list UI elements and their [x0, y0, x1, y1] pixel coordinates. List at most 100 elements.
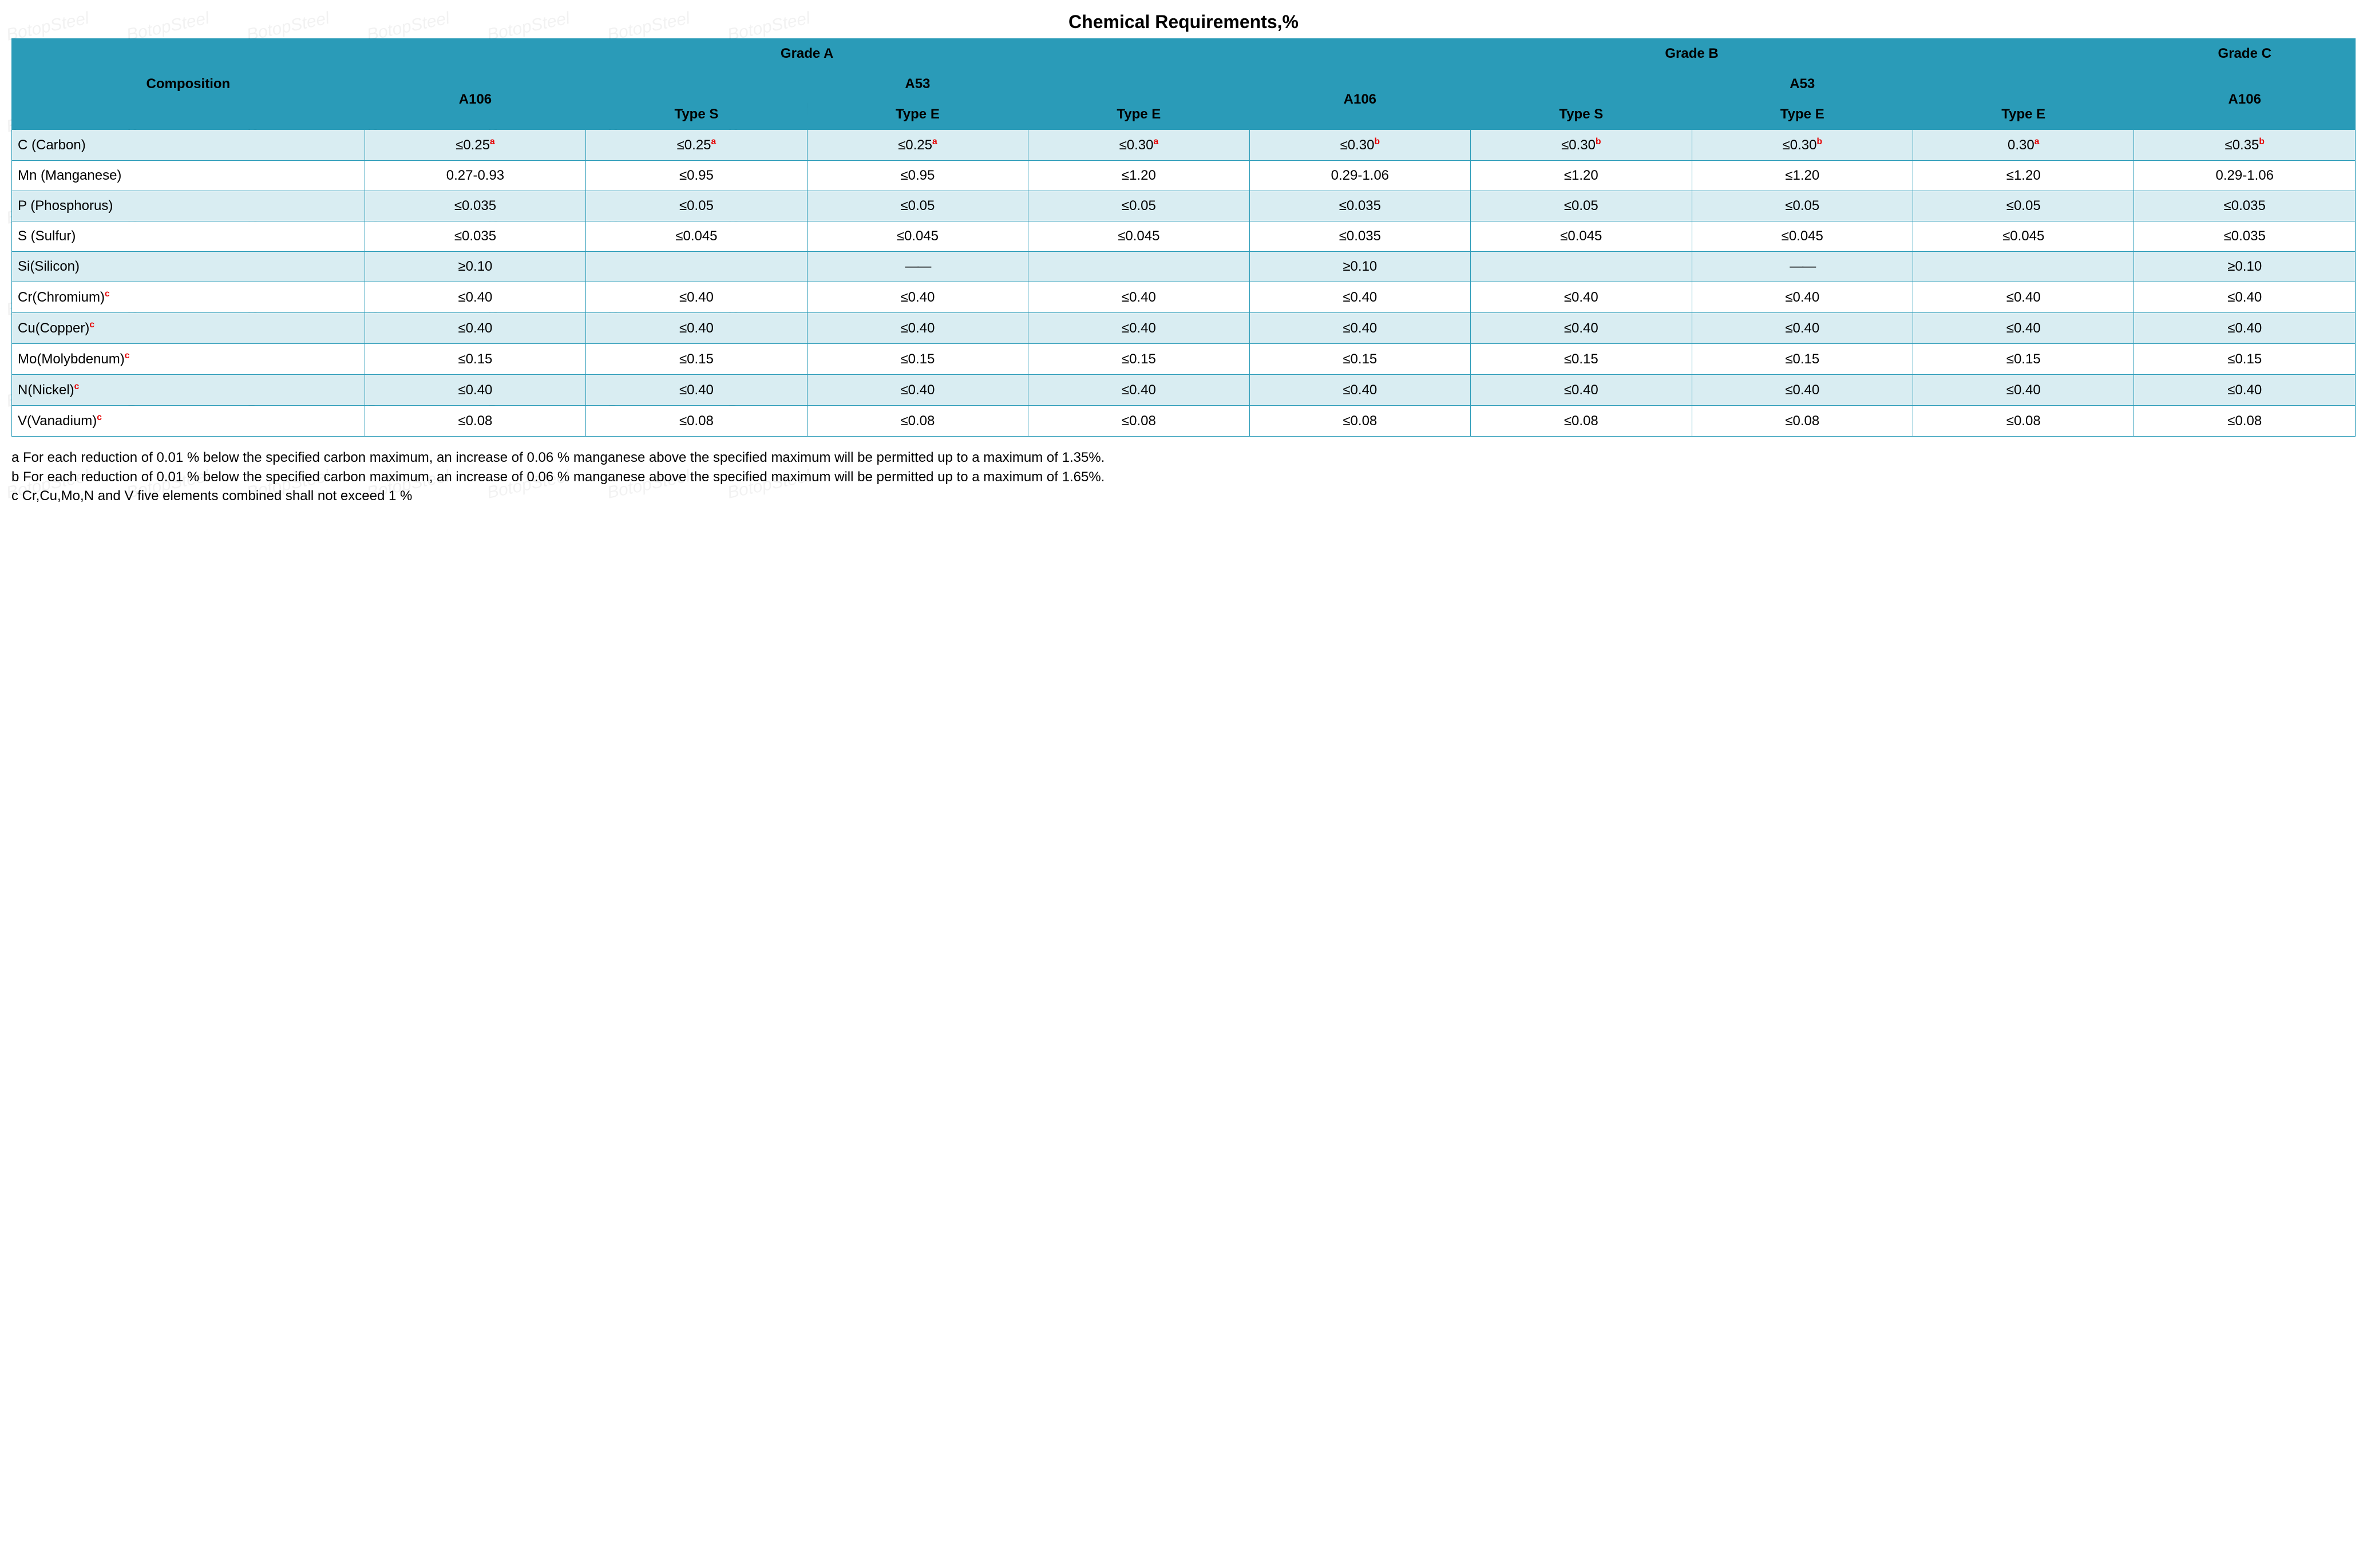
data-cell: ≤0.40 [1692, 375, 1913, 406]
row-label: Mn (Manganese) [12, 161, 365, 191]
data-cell [1913, 252, 2134, 282]
cell-value: ≤0.08 [1343, 413, 1377, 429]
cell-value: ≤0.40 [900, 290, 935, 305]
cell-value: ≤0.40 [679, 290, 714, 305]
data-cell: ≤0.15 [1249, 344, 1470, 375]
table-row: Cr(Chromium)c≤0.40≤0.40≤0.40≤0.40≤0.40≤0… [12, 282, 2356, 313]
cell-value: ≤0.045 [2002, 228, 2044, 244]
cell-value: ≤0.035 [1339, 198, 1381, 213]
data-cell: ≤0.045 [1028, 221, 1249, 252]
cell-value: ≤0.25 [898, 137, 932, 153]
data-cell: ≤0.40 [807, 282, 1028, 313]
table-row: P (Phosphorus) ≤0.035 ≤0.05 ≤0.05 ≤0.05 ≤0.03… [12, 191, 2356, 221]
footnote-marker: b [2259, 137, 2265, 146]
footnote-c: c Cr,Cu,Mo,N and V five elements combine… [11, 486, 2356, 506]
cell-value: ≤0.95 [679, 168, 714, 183]
data-cell [1471, 252, 1692, 282]
footnote-marker: c [74, 382, 80, 391]
cell-value: ≤0.035 [1339, 228, 1381, 244]
header-typee-a1: Type E [807, 100, 1028, 130]
data-cell: ≤0.05 [807, 191, 1028, 221]
row-label: Cu(Copper)c [12, 313, 365, 344]
cell-value: ≤0.40 [458, 382, 493, 398]
footnote-marker: b [1596, 137, 1601, 146]
cell-value: ≤0.40 [1785, 382, 1819, 398]
cell-value: ≤0.045 [1118, 228, 1159, 244]
cell-value: ≤0.08 [1564, 413, 1598, 429]
cell-value: ≤0.40 [1122, 382, 1156, 398]
cell-value: ≤0.30 [1561, 137, 1596, 153]
row-label: S (Sulfur) [12, 221, 365, 252]
data-cell: ≤0.035 [1249, 221, 1470, 252]
header-typee-b2: Type E [1913, 100, 2134, 130]
row-label: V(Vanadium)c [12, 406, 365, 437]
cell-value: ≤0.05 [1122, 198, 1156, 213]
data-cell: ≤1.20 [1028, 161, 1249, 191]
header-a53-gradea: A53 [586, 69, 1249, 100]
data-cell: ≤0.30b [1692, 130, 1913, 161]
footnote-a: a For each reduction of 0.01 % below the… [11, 448, 2356, 468]
row-label: P (Phosphorus) [12, 191, 365, 221]
cell-value: ≥0.10 [1343, 259, 1377, 274]
data-cell: ≤0.40 [586, 313, 807, 344]
cell-value: ≤0.05 [1785, 198, 1819, 213]
cell-value: ≤0.035 [454, 198, 496, 213]
row-label: C (Carbon) [12, 130, 365, 161]
data-cell: —— [807, 252, 1028, 282]
data-cell: ≤0.15 [1028, 344, 1249, 375]
data-cell: ≤0.08 [365, 406, 585, 437]
cell-value: ≤0.35 [2225, 137, 2259, 153]
data-cell: ≤0.40 [2134, 313, 2356, 344]
cell-value: ≤1.20 [1564, 168, 1598, 183]
cell-value: ≤0.40 [2006, 320, 2041, 336]
data-cell: ≤0.40 [2134, 282, 2356, 313]
data-cell: ≤0.045 [1913, 221, 2134, 252]
data-cell: ≤0.05 [1028, 191, 1249, 221]
data-cell: ≤0.035 [1249, 191, 1470, 221]
table-row: C (Carbon)≤0.25a≤0.25a≤0.25a≤0.30a≤0.30b… [12, 130, 2356, 161]
data-cell: ≤0.40 [1471, 375, 1692, 406]
data-cell: 0.27-0.93 [365, 161, 585, 191]
cell-value: ≤0.40 [2227, 382, 2262, 398]
data-cell: ≤0.15 [365, 344, 585, 375]
cell-value: ≤0.40 [458, 320, 493, 336]
data-cell: ≤0.25a [807, 130, 1028, 161]
cell-value: ≤0.15 [1343, 351, 1377, 367]
cell-value: ≤0.05 [2006, 198, 2041, 213]
data-cell: ≤0.40 [1913, 282, 2134, 313]
data-cell: ≤0.08 [2134, 406, 2356, 437]
footnote-marker: c [89, 320, 94, 330]
data-cell: ≤0.035 [2134, 191, 2356, 221]
data-cell: ≥0.10 [365, 252, 585, 282]
cell-value: ≤0.035 [2224, 198, 2266, 213]
header-typee-a2: Type E [1028, 100, 1249, 130]
cell-value: ≤0.08 [458, 413, 493, 429]
footnote-marker: a [1153, 137, 1158, 146]
data-cell: ≤0.05 [586, 191, 807, 221]
cell-value: ≤0.045 [897, 228, 939, 244]
data-cell: ≤0.08 [1692, 406, 1913, 437]
cell-value: ≤0.035 [2224, 228, 2266, 244]
data-cell: ≤0.40 [365, 375, 585, 406]
footnote-marker: a [2034, 137, 2040, 146]
cell-value: ≤0.08 [679, 413, 714, 429]
data-cell: ≤0.08 [807, 406, 1028, 437]
cell-value: ≤0.40 [1343, 320, 1377, 336]
footnote-marker: b [1816, 137, 1822, 146]
data-cell [1028, 252, 1249, 282]
cell-value: ≤0.05 [1564, 198, 1598, 213]
cell-value: ≤0.40 [1343, 382, 1377, 398]
data-cell: ≤0.035 [2134, 221, 2356, 252]
table-row: Mn (Manganese)0.27-0.93≤0.95≤0.95≤1.200.… [12, 161, 2356, 191]
cell-value: ≤0.045 [1560, 228, 1602, 244]
data-cell: ≤0.40 [2134, 375, 2356, 406]
footnote-marker: c [125, 351, 130, 361]
cell-value: ≤0.15 [458, 351, 493, 367]
data-cell: ≤0.25a [365, 130, 585, 161]
footnote-marker: a [490, 137, 495, 146]
cell-value: ≤0.05 [679, 198, 714, 213]
header-grade-a: Grade A [365, 39, 1249, 69]
data-cell: 0.29-1.06 [1249, 161, 1470, 191]
header-a53-gradeb: A53 [1471, 69, 2134, 100]
table-row: Mo(Molybdenum)c≤0.15≤0.15≤0.15≤0.15≤0.15… [12, 344, 2356, 375]
